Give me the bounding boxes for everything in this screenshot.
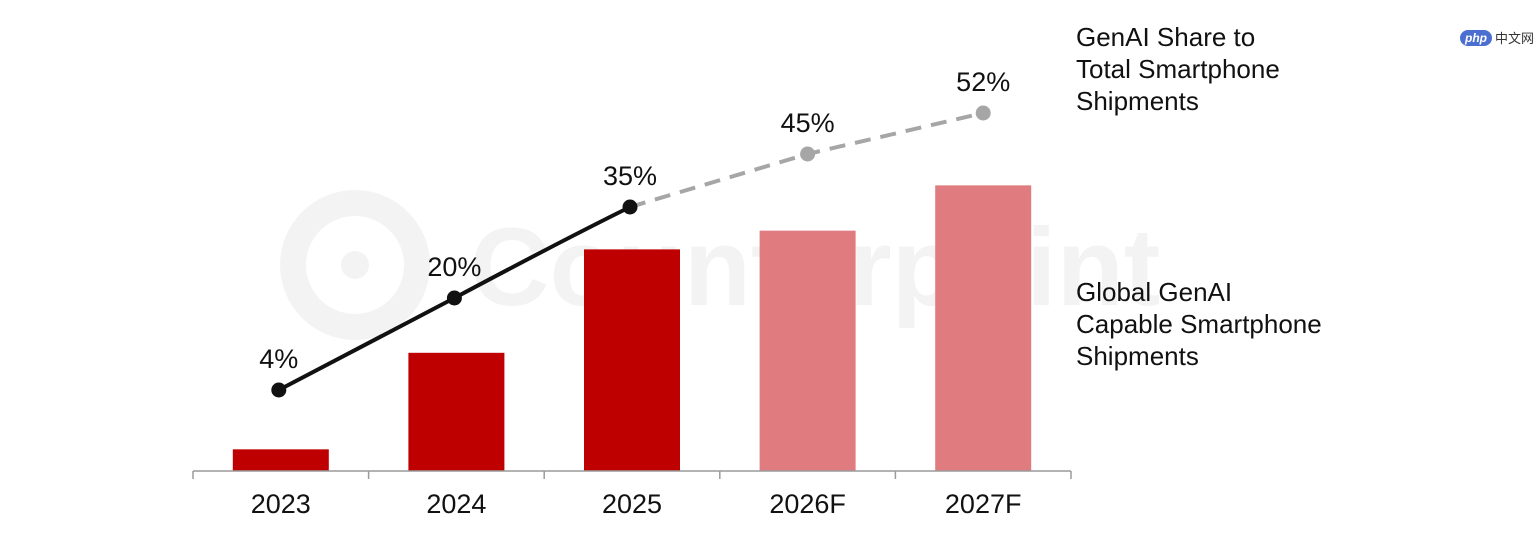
share-label-2026f: 45% — [781, 108, 835, 138]
legend: GenAI Share to Total Smartphone ShipmentsG… — [1076, 22, 1322, 371]
bar-2023 — [232, 449, 329, 471]
legend-shipments-label: Global GenAI Capable Smartphone Shipments — [1076, 277, 1322, 371]
site-badge-text: 中文网 — [1494, 31, 1534, 46]
share-label-2027f: 52% — [956, 67, 1010, 97]
legend-line: Global GenAI — [1076, 277, 1232, 307]
x-tick-label-2027f: 2027F — [945, 489, 1022, 519]
bar-series — [232, 185, 1032, 471]
share-point-2023 — [271, 382, 287, 398]
legend-line: GenAI Share to — [1076, 22, 1255, 52]
bar-2024 — [408, 352, 505, 471]
share-point-2027f — [975, 105, 991, 121]
line-data-labels: 4% 20% 35% 45% 52% — [259, 67, 1010, 374]
x-axis: 2023 2024 2025 2026F 2027F — [192, 470, 1072, 519]
bar-2025 — [584, 249, 680, 471]
share-point-2024 — [446, 290, 462, 306]
share-point-2026f — [800, 146, 816, 162]
site-logo: php — [1459, 29, 1492, 46]
share-label-2025: 35% — [603, 161, 657, 191]
watermark-logo-icon — [280, 190, 430, 340]
x-tick-label-2023: 2023 — [251, 489, 311, 519]
share-line-actual — [276, 205, 632, 392]
bar-2027f — [935, 185, 1032, 471]
share-point-2025 — [622, 199, 638, 215]
x-tick-label-2026f: 2026F — [769, 489, 846, 519]
share-label-2023: 4% — [259, 344, 298, 374]
x-tick-label-2024: 2024 — [426, 489, 486, 519]
legend-line: Shipments — [1076, 341, 1199, 371]
bar-2026f — [759, 230, 856, 471]
line-points — [271, 105, 991, 398]
site-badge: php 中文网 — [1459, 28, 1534, 47]
legend-line: Total Smartphone — [1076, 54, 1280, 84]
legend-share-label: GenAI Share to Total Smartphone Shipments — [1076, 22, 1280, 116]
watermark-logo-dot — [341, 251, 369, 279]
legend-line: Capable Smartphone — [1076, 309, 1322, 339]
share-label-2024: 20% — [427, 252, 481, 282]
legend-line: Shipments — [1076, 86, 1199, 116]
x-tick-label-2025: 2025 — [602, 489, 662, 519]
